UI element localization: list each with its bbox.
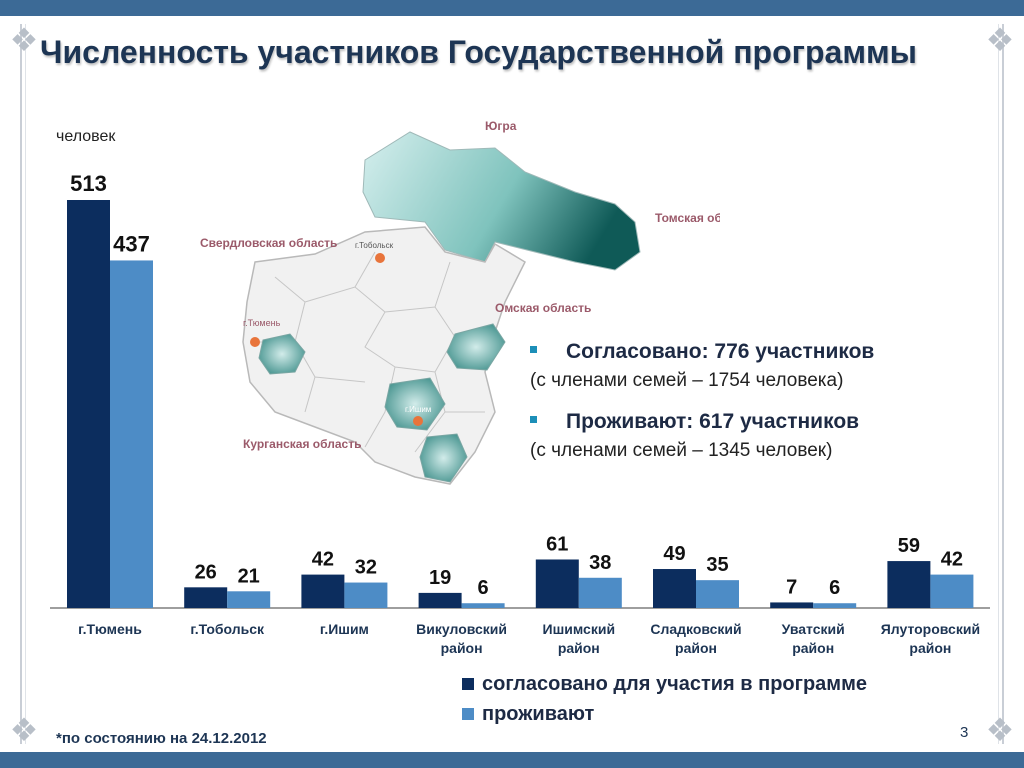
data-label: 61 — [546, 533, 568, 555]
category-label: район — [909, 640, 951, 656]
data-label: 6 — [478, 577, 489, 599]
bar-living — [578, 577, 622, 608]
ornament-icon: ❖ — [9, 22, 39, 58]
legend-item-living: проживают — [462, 702, 867, 732]
data-label: 49 — [663, 543, 685, 565]
map-city-label: г.Тюмень — [243, 318, 281, 328]
legend-label: проживают — [482, 703, 595, 725]
bar-agreed — [535, 559, 579, 608]
ornament-icon: ❖ — [985, 22, 1015, 58]
map-region-label: Югра — [485, 119, 517, 133]
data-label: 38 — [589, 552, 611, 574]
data-label: 6 — [829, 577, 840, 599]
data-label: 32 — [355, 557, 377, 579]
data-label: 21 — [238, 565, 260, 587]
data-label: 19 — [429, 567, 451, 589]
page-title: Численность участников Государственной п… — [40, 34, 917, 70]
category-label: Уватский — [782, 621, 845, 637]
unit-label: человек — [56, 128, 116, 145]
ornament-icon: ❖ — [985, 712, 1015, 748]
map-city-label: г.Ишим — [405, 405, 431, 414]
bar-agreed — [301, 574, 345, 608]
data-label: 59 — [898, 535, 920, 557]
agreed-headline: Согласовано: 776 участников — [566, 340, 875, 363]
bar-agreed — [184, 587, 228, 608]
chart-legend: согласовано для участия в программе прож… — [462, 672, 867, 732]
right-frame-rail — [1002, 24, 1004, 744]
category-label: Ялуторовский — [881, 621, 980, 637]
bar-agreed — [653, 569, 696, 608]
map-city-label: г.Тобольск — [355, 241, 394, 250]
category-label: Викуловский — [416, 621, 507, 637]
data-label: 42 — [312, 549, 334, 571]
bar-agreed — [67, 200, 110, 608]
info-block: Согласовано: 776 участников (с членами с… — [530, 340, 970, 462]
bar-living — [110, 260, 153, 608]
bar-living — [227, 591, 271, 608]
ornament-icon: ❖ — [9, 712, 39, 748]
left-frame-rail — [20, 24, 22, 744]
map-region-label: Свердловская область — [200, 236, 337, 250]
bar-agreed — [770, 602, 814, 608]
bottom-band — [0, 752, 1024, 768]
legend-swatch — [462, 678, 474, 690]
map-region-label: Омская область — [495, 301, 591, 315]
data-label: 42 — [941, 549, 963, 571]
data-label: 513 — [70, 171, 107, 196]
agreed-detail: (с членами семей – 1754 человека) — [530, 370, 844, 391]
page-number: 3 — [960, 724, 969, 741]
region-map: Югра Томская область Свердловская област… — [200, 119, 720, 485]
category-label: г.Ишим — [320, 621, 369, 637]
legend-swatch — [462, 708, 474, 720]
map-region-label: Курганская область — [243, 437, 361, 451]
category-label: Ишимский — [543, 621, 616, 637]
bar-agreed — [418, 592, 462, 608]
left-frame-rail-inner — [25, 24, 26, 744]
category-label: г.Тюмень — [78, 621, 142, 637]
data-label: 35 — [706, 554, 728, 576]
bar-living — [930, 574, 974, 608]
bar-living — [813, 603, 857, 608]
data-label: 7 — [786, 576, 797, 598]
footnote: *по состоянию на 24.12.2012 — [56, 730, 267, 747]
legend-label: согласовано для участия в программе — [482, 673, 868, 695]
right-frame-rail-inner — [998, 24, 999, 744]
category-label: район — [792, 640, 834, 656]
agreed-row: Согласовано: 776 участников (с членами с… — [530, 340, 970, 392]
category-label: г.Тобольск — [190, 621, 265, 637]
bullet-icon — [530, 416, 537, 423]
map-region-label: Томская область — [655, 211, 720, 225]
living-detail: (с членами семей – 1345 человек) — [530, 440, 833, 461]
data-label: 26 — [195, 561, 217, 583]
category-label: район — [675, 640, 717, 656]
category-label: район — [558, 640, 600, 656]
data-label: 437 — [113, 231, 150, 256]
bar-living — [696, 580, 739, 608]
top-band — [0, 0, 1024, 16]
bar-living — [344, 582, 388, 608]
legend-item-agreed: согласовано для участия в программе — [462, 672, 867, 702]
living-headline: Проживают: 617 участников — [566, 410, 860, 433]
category-label: Сладковский — [650, 621, 741, 637]
bullet-icon — [530, 346, 537, 353]
bar-agreed — [887, 561, 931, 608]
living-row: Проживают: 617 участников (с членами сем… — [530, 410, 970, 462]
category-label: район — [441, 640, 483, 656]
bar-living — [461, 603, 505, 608]
